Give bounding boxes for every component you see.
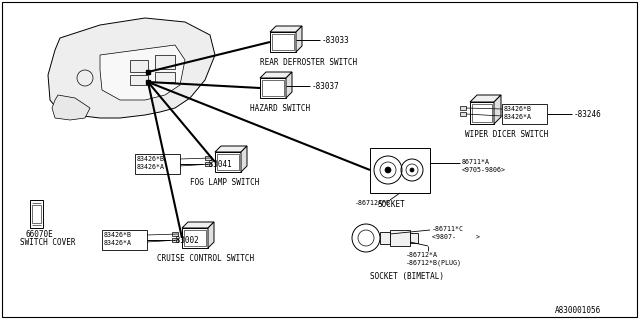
Polygon shape [215, 146, 247, 152]
Polygon shape [241, 146, 247, 172]
Polygon shape [296, 26, 302, 52]
Text: SOCKET (BIMETAL): SOCKET (BIMETAL) [370, 272, 444, 281]
Text: WIPER DICER SWITCH: WIPER DICER SWITCH [465, 130, 548, 139]
Bar [260, 78, 286, 98]
Bar [410, 233, 418, 243]
Text: <9705-9806>: <9705-9806> [462, 167, 506, 173]
Text: -83041: -83041 [205, 160, 233, 169]
Text: -83002: -83002 [172, 236, 200, 245]
Bar [272, 34, 294, 50]
Bar [135, 154, 180, 174]
Text: 83426*B: 83426*B [504, 106, 532, 112]
Text: SOCKET: SOCKET [378, 200, 406, 209]
Bar [380, 232, 390, 244]
Text: 83426*A: 83426*A [504, 114, 532, 120]
Bar [130, 60, 148, 72]
Bar [205, 156, 211, 160]
Bar [130, 75, 148, 85]
Text: 83426*A: 83426*A [137, 164, 165, 170]
Polygon shape [470, 95, 501, 102]
Bar [502, 104, 547, 124]
Polygon shape [286, 72, 292, 98]
Polygon shape [182, 222, 214, 228]
Circle shape [410, 168, 414, 172]
Bar [262, 80, 284, 96]
Text: CRUISE CONTROL SWITCH: CRUISE CONTROL SWITCH [157, 254, 254, 263]
Polygon shape [494, 95, 501, 124]
Polygon shape [52, 95, 90, 120]
Bar [155, 55, 175, 69]
Bar [470, 102, 494, 124]
Text: FOG LAMP SWITCH: FOG LAMP SWITCH [190, 178, 259, 187]
Text: 83426*A: 83426*A [104, 240, 132, 246]
Text: 83426*B: 83426*B [137, 156, 165, 162]
Polygon shape [100, 45, 185, 100]
Text: -83033: -83033 [322, 36, 349, 45]
Text: REAR DEFROSTER SWITCH: REAR DEFROSTER SWITCH [260, 58, 357, 67]
Bar [182, 228, 208, 248]
Bar [205, 162, 211, 166]
Text: 83426*B: 83426*B [104, 232, 132, 238]
Bar [217, 154, 239, 170]
Bar [102, 230, 147, 250]
Text: -83246: -83246 [574, 110, 602, 119]
Bar [155, 72, 175, 82]
Bar [390, 230, 410, 246]
Bar [370, 148, 430, 193]
Bar [460, 106, 466, 110]
Bar [215, 152, 241, 172]
Circle shape [385, 167, 391, 173]
Text: A830001056: A830001056 [555, 306, 601, 315]
Text: SWITCH COVER: SWITCH COVER [20, 238, 76, 247]
Text: 86711*A: 86711*A [462, 159, 490, 165]
Bar [32, 205, 41, 223]
Bar [460, 112, 466, 116]
Text: <9807-     >: <9807- > [432, 234, 480, 240]
Bar [172, 238, 178, 242]
Text: -86712*B(PLUG): -86712*B(PLUG) [406, 260, 462, 267]
Bar [472, 104, 492, 122]
Text: -86711*C: -86711*C [432, 226, 464, 232]
Polygon shape [260, 72, 292, 78]
Text: -86712*A: -86712*A [406, 252, 438, 258]
Text: -86712A*B: -86712A*B [355, 200, 391, 206]
Polygon shape [48, 18, 215, 118]
Text: HAZARD SWITCH: HAZARD SWITCH [250, 104, 310, 113]
Polygon shape [270, 26, 302, 32]
Bar [172, 232, 178, 236]
Text: -83037: -83037 [312, 82, 340, 91]
Bar [270, 32, 296, 52]
Polygon shape [208, 222, 214, 248]
Text: 66070E: 66070E [25, 230, 52, 239]
Bar [184, 230, 206, 246]
Bar [30, 200, 43, 228]
